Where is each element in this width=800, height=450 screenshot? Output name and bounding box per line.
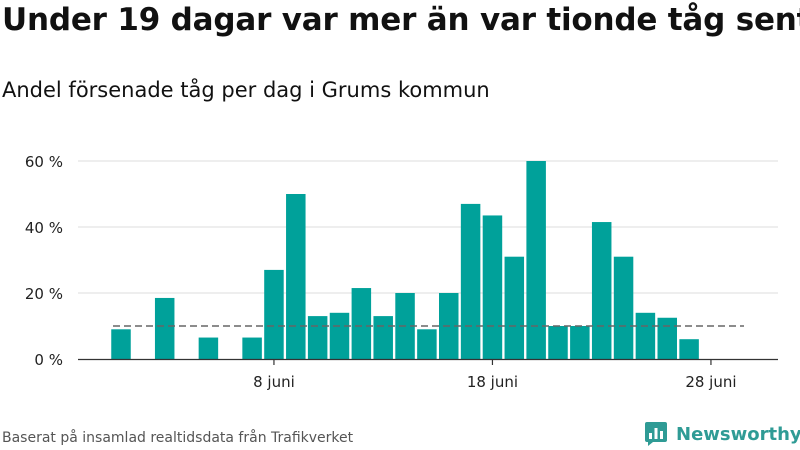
bar-chart: 0 % 20 % 40 % 60 % 8 juni 18 juni 28 juni [25, 153, 778, 391]
gridlines [78, 160, 778, 294]
bar [329, 312, 350, 359]
y-tick-label: 0 % [34, 351, 63, 369]
bar [286, 194, 306, 359]
bar [570, 326, 590, 359]
bar [242, 337, 262, 359]
chart-subtitle: Andel försenade tåg per dag i Grums komm… [2, 78, 490, 102]
bar [657, 317, 677, 359]
bar [526, 161, 546, 359]
bar [373, 316, 393, 359]
bar [307, 316, 328, 359]
y-tick-label: 40 % [25, 219, 63, 237]
newsworthy-logo-icon [645, 422, 667, 446]
bar [635, 312, 656, 359]
source-note: Baserat på insamlad realtidsdata från Tr… [2, 430, 354, 446]
y-tick-label: 20 % [25, 285, 63, 303]
bar [613, 256, 634, 359]
bar [591, 222, 612, 359]
brand-name: Newsworthy [676, 423, 800, 445]
bar [351, 288, 372, 359]
bars [111, 161, 699, 359]
bar [417, 329, 437, 359]
bar [548, 326, 568, 359]
newsworthy-logo: Newsworthy [644, 420, 800, 448]
bar [111, 329, 131, 359]
axes: 0 % 20 % 40 % 60 % 8 juni 18 juni 28 juni [25, 153, 778, 391]
chart-title: Under 19 dagar var mer än var tionde tåg… [2, 2, 800, 38]
bar [154, 297, 175, 359]
x-tick-label: 18 juni [467, 373, 518, 391]
bar [679, 339, 699, 359]
x-tick-label: 8 juni [253, 373, 295, 391]
bar [460, 203, 481, 359]
bar [504, 256, 525, 359]
bar [482, 215, 503, 359]
bar [198, 337, 219, 359]
x-tick-label: 28 juni [685, 373, 736, 391]
bar [264, 269, 284, 359]
y-tick-label: 60 % [25, 153, 63, 171]
